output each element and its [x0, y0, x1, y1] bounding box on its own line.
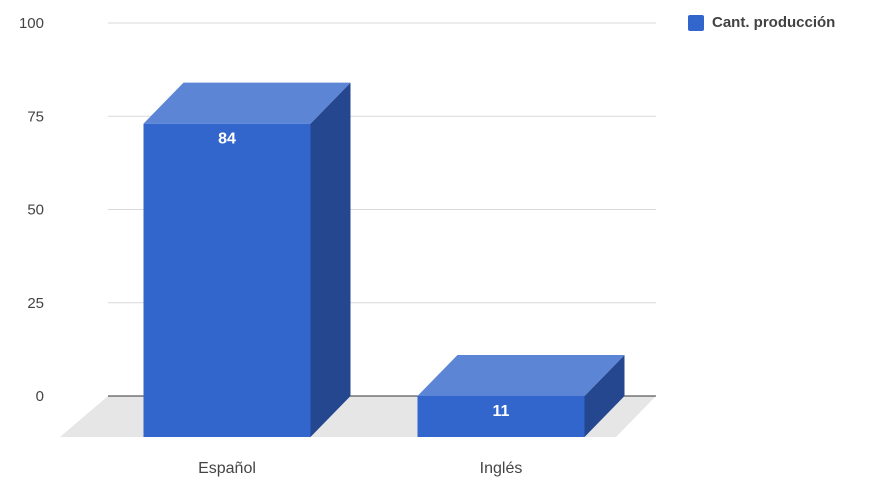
bar-data-label: 11 [493, 403, 510, 420]
bar[interactable]: 11 [417, 354, 625, 437]
x-axis-ticks: Español Inglés [198, 460, 522, 477]
bar-side-face [584, 354, 625, 437]
y-tick-label: 25 [27, 295, 44, 312]
bar[interactable]: 84 [143, 82, 351, 438]
y-axis-ticks: 0 25 50 75 100 [19, 15, 44, 405]
bars: 84 11 [143, 82, 625, 438]
bar-front-face [143, 123, 311, 438]
legend[interactable]: Cant. producción [688, 14, 835, 31]
bar-top-face [417, 354, 625, 396]
y-tick-label: 75 [27, 108, 44, 125]
bar-front-face [417, 395, 585, 437]
legend-swatch [688, 14, 704, 31]
x-tick-label: Español [198, 460, 256, 477]
bar-top-face [143, 82, 351, 124]
legend-label: Cant. producción [712, 14, 836, 31]
y-tick-label: 0 [36, 388, 44, 405]
bar-side-face [310, 82, 351, 438]
y-tick-label: 50 [27, 202, 44, 219]
x-tick-label: Inglés [480, 460, 523, 477]
y-tick-label: 100 [19, 15, 44, 32]
bar-data-label: 84 [218, 131, 236, 148]
